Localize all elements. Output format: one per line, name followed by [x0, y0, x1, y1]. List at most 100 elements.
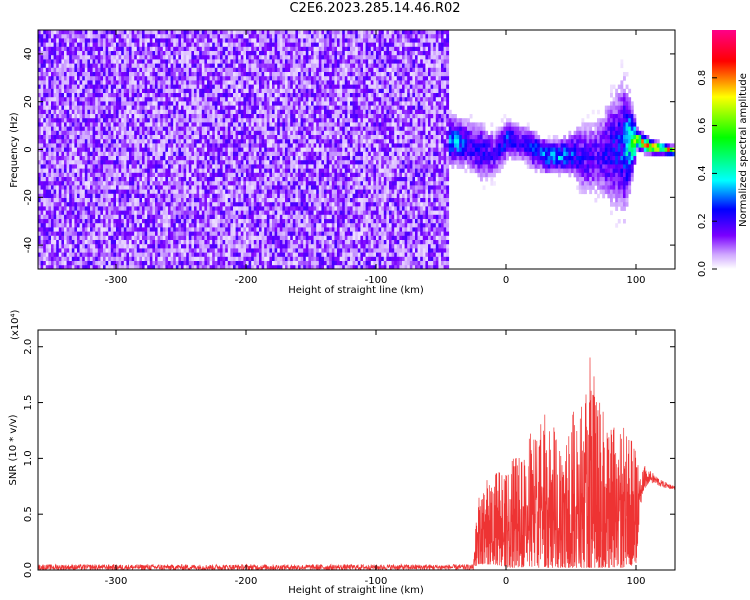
spectrogram-cell — [123, 252, 127, 258]
spectrogram-cell — [227, 177, 231, 182]
spectrogram-cell — [136, 38, 140, 43]
spectrogram-cell — [51, 252, 54, 258]
spectrogram-cell — [168, 261, 171, 266]
spectrogram-cell — [162, 202, 166, 207]
spectrogram-cell — [61, 244, 65, 249]
spectrogram-cell — [259, 252, 262, 258]
spectrogram-cell — [248, 248, 252, 253]
spectrogram-cell — [230, 76, 234, 81]
spectrogram-cell — [87, 139, 91, 144]
spectrogram-cell — [149, 206, 153, 211]
spectrogram-cell — [45, 80, 49, 85]
spectrogram-cell — [178, 76, 182, 81]
spectrogram-cell — [126, 118, 130, 123]
spectrogram-cell — [157, 231, 161, 237]
spectrogram-cell — [168, 160, 171, 165]
spectrogram-cell — [217, 80, 221, 85]
spectrogram-cell — [181, 185, 184, 190]
spectrogram-cell — [113, 227, 117, 232]
spectrogram-cell — [170, 139, 174, 144]
spectrogram-cell — [43, 198, 47, 203]
spectrogram-cell — [209, 93, 213, 98]
spectrogram-cell — [225, 252, 229, 258]
spectrogram-cell — [191, 185, 195, 190]
spectrogram-cell — [97, 261, 101, 266]
spectrogram-cell — [105, 84, 109, 90]
spectrogram-cell — [74, 118, 78, 123]
spectrogram-cell — [191, 101, 195, 106]
spectrogram-cell — [129, 244, 132, 249]
spectrogram-cell — [165, 164, 169, 169]
spectrogram-cell — [147, 223, 151, 228]
spectrogram-cell — [77, 214, 80, 220]
spectrogram-cell — [134, 135, 138, 140]
spectrogram-cell — [95, 185, 99, 190]
spectrogram-cell — [178, 231, 182, 237]
spectrogram-cell — [222, 97, 226, 102]
spectrogram-cell — [66, 67, 70, 73]
spectrogram-cell — [207, 189, 210, 195]
spectrogram-cell — [53, 72, 57, 77]
spectrogram-cell — [105, 189, 109, 195]
spectrogram-cell — [58, 118, 62, 123]
spectrogram-cell — [251, 164, 255, 169]
spectrogram-cell — [45, 198, 49, 203]
spectrogram-cell — [199, 109, 203, 115]
spectrogram-cell — [220, 256, 223, 262]
spectrogram-cell — [131, 114, 135, 119]
spectrogram-cell — [71, 240, 75, 245]
spectrogram-cell — [95, 214, 99, 220]
spectrogram-cell — [240, 80, 244, 85]
spectrogram-cell — [74, 198, 78, 203]
spectrogram-cell — [243, 240, 247, 245]
spectrogram-cell — [173, 248, 177, 253]
spectrogram-cell — [243, 76, 247, 81]
spectrogram-cell — [147, 59, 151, 64]
spectrogram-cell — [71, 34, 75, 39]
spectrogram-cell — [157, 244, 161, 249]
spectrogram-cell — [131, 97, 135, 102]
spectrogram-cell — [157, 72, 161, 77]
spectrogram-cell — [113, 55, 117, 60]
spectrogram-cell — [238, 93, 242, 98]
spectrogram-cell — [142, 248, 145, 253]
spectrogram-cell — [199, 156, 203, 161]
spectrogram-cell — [214, 256, 218, 262]
spectrogram-cell — [58, 97, 62, 102]
spectrogram-cell — [84, 93, 88, 98]
spectrogram-cell — [204, 114, 208, 119]
spectrogram-cell — [87, 223, 91, 228]
spectrogram-cell — [238, 88, 242, 94]
spectrogram-cell — [90, 63, 93, 69]
spectrogram-cell — [90, 51, 93, 56]
spectrogram-cell — [261, 59, 265, 64]
spectrogram-cell — [100, 97, 104, 102]
spectrogram-cell — [253, 59, 257, 64]
spectrogram-cell — [58, 93, 62, 98]
spectrogram-cell — [227, 109, 231, 115]
spectrogram-cell — [100, 265, 104, 269]
spectrogram-cell — [162, 38, 166, 43]
spectrogram-cell — [66, 177, 70, 182]
spectrogram-cell — [53, 42, 57, 48]
spectrogram-cell — [108, 105, 112, 111]
spectrogram-cell — [214, 80, 218, 85]
spectrogram-cell — [181, 189, 184, 195]
spectrogram-cell — [186, 42, 190, 48]
spectrogram-cell — [45, 46, 49, 52]
spectrogram-cell — [131, 214, 135, 220]
spectrogram-cell — [253, 160, 257, 165]
spectrogram-cell — [45, 126, 49, 132]
spectrogram-cell — [186, 84, 190, 90]
spectrogram-cell — [227, 231, 231, 237]
spectrogram-cell — [53, 160, 57, 165]
spectrogram-cell — [144, 160, 148, 165]
spectrogram-cell — [126, 88, 130, 94]
spectrogram-cell — [92, 55, 96, 60]
spectrogram-cell — [238, 72, 242, 77]
spectrogram-cell — [90, 185, 93, 190]
spectrogram-cell — [64, 109, 67, 115]
spectrogram-cell — [155, 210, 158, 216]
spectrogram-cell — [225, 97, 229, 102]
spectrogram-cell — [225, 46, 229, 52]
